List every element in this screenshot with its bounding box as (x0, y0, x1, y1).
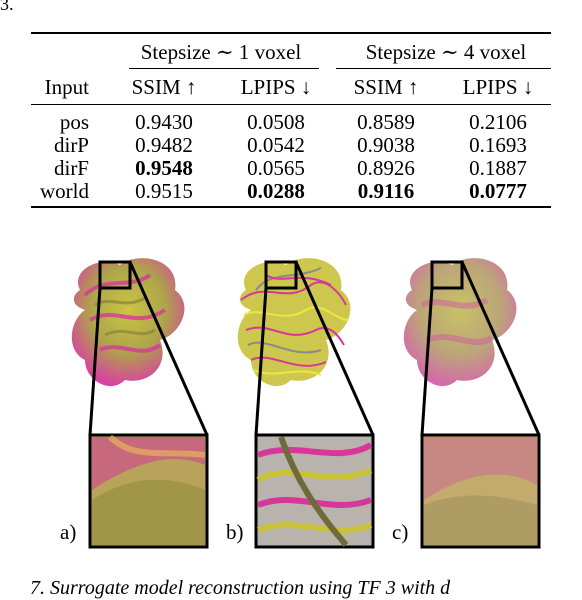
panel-b-label: b) (226, 520, 244, 544)
table-cell: 0.9430 (135, 110, 193, 134)
header-rule (31, 104, 551, 105)
table-cell: 0.8926 (357, 156, 415, 180)
row-input-dirp: dirP (53, 133, 89, 157)
panel-c-image (403, 258, 541, 549)
table-cell: 0.9515 (135, 179, 193, 203)
table-bottom-rule (31, 206, 551, 208)
table-cell: 0.0542 (247, 133, 305, 157)
panel-c-label: c) (392, 520, 409, 544)
table-cell-best: 0.9116 (357, 179, 415, 203)
table-cell: 0.1693 (469, 133, 527, 157)
row-input-pos: pos (59, 110, 89, 134)
table-cell-best: 0.0777 (469, 179, 527, 203)
panel-a: a) (60, 250, 210, 550)
table-cell-best: 0.9548 (135, 156, 193, 180)
table-cell: 0.0508 (247, 110, 305, 134)
table-cell: 0.8589 (357, 110, 415, 134)
group-header-1: Stepsize ∼ 1 voxel (140, 40, 302, 64)
group-rule-2 (336, 68, 551, 69)
row-input-world: world (40, 179, 89, 203)
panel-a-image (71, 258, 209, 549)
table-cell-best: 0.0288 (247, 179, 305, 203)
page-fragment-text: 3. (0, 0, 14, 14)
table-top-rule (31, 32, 551, 34)
panel-b-image (237, 258, 375, 549)
row-input-dirf: dirF (53, 156, 89, 180)
column-header-ssim-2: SSIM ↑ (353, 75, 419, 99)
table-cell: 0.9482 (135, 133, 193, 157)
panel-a-label: a) (60, 520, 77, 544)
figure-caption: 7. Surrogate model reconstruction using … (30, 577, 451, 599)
table-cell: 0.2106 (469, 110, 527, 134)
table-cell: 0.9038 (357, 133, 415, 157)
column-header-lpips-1: LPIPS ↓ (240, 75, 312, 99)
reconstruction-figure: a) (0, 250, 582, 550)
column-header-input: Input (44, 75, 89, 99)
column-header-lpips-2: LPIPS ↓ (462, 75, 534, 99)
table-cell: 0.1887 (469, 156, 527, 180)
panel-b: b) (226, 250, 376, 550)
table-cell: 0.0565 (247, 156, 305, 180)
column-header-ssim-1: SSIM ↑ (131, 75, 197, 99)
group-rule-1 (129, 68, 319, 69)
group-header-2: Stepsize ∼ 4 voxel (365, 40, 527, 64)
panel-c: c) (392, 250, 542, 550)
